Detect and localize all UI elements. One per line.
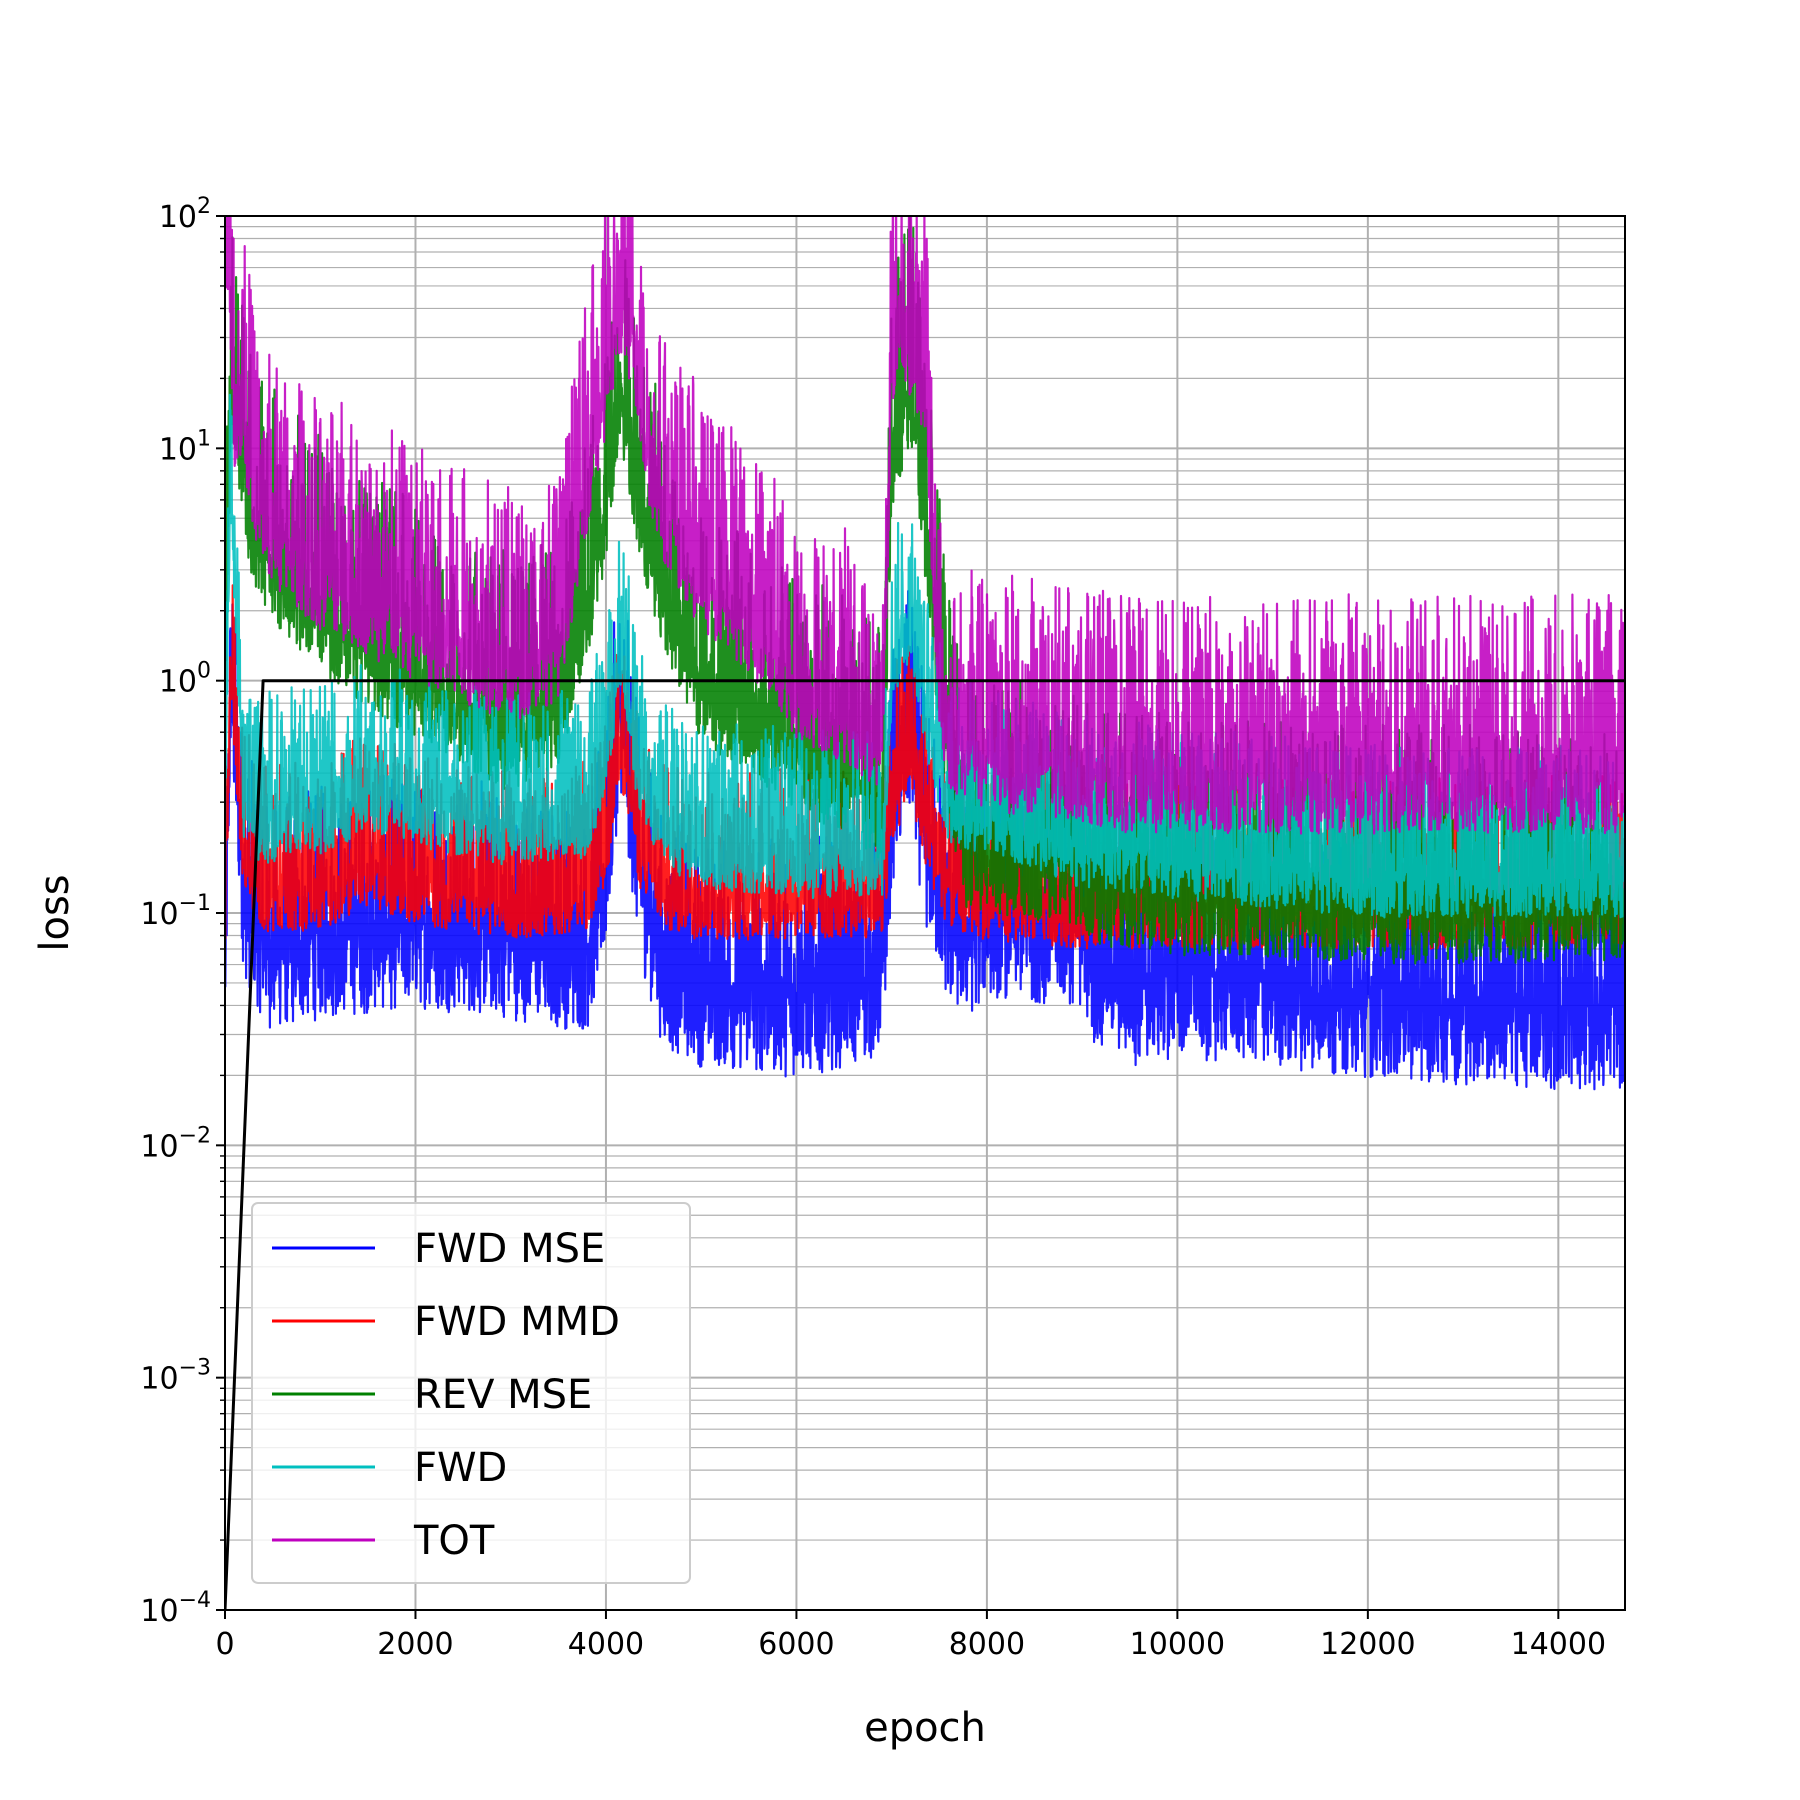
y-tick-label: 10−3 — [140, 1356, 211, 1397]
y-tick-label: 100 — [159, 659, 211, 700]
series-line-fwd — [225, 393, 1625, 919]
y-tick-labels: 10−4 10−3 10−2 10−1 100 101 102 — [140, 194, 211, 1629]
legend-label: TOT — [413, 1518, 495, 1564]
ticks — [216, 215, 1560, 1619]
x-tick-label: 0 — [215, 1627, 234, 1662]
x-tick-label: 6000 — [758, 1627, 834, 1662]
y-tick-label: 10−2 — [140, 1123, 211, 1164]
x-tick-label: 14000 — [1511, 1627, 1606, 1662]
series-line-tot — [225, 216, 1625, 835]
legend-label: FWD MMD — [414, 1299, 620, 1345]
x-tick-label: 2000 — [377, 1627, 453, 1662]
y-tick-label: 102 — [159, 194, 211, 235]
legend-label: REV MSE — [414, 1372, 592, 1418]
y-tick-label: 101 — [159, 426, 211, 467]
x-tick-label: 10000 — [1130, 1627, 1225, 1662]
x-tick-label: 12000 — [1320, 1627, 1415, 1662]
series-layer — [225, 216, 1625, 1610]
y-tick-label: 10−1 — [140, 891, 211, 932]
legend-label: FWD — [414, 1445, 507, 1491]
y-axis-title: loss — [32, 874, 78, 951]
legend-label: FWD MSE — [414, 1226, 605, 1272]
x-tick-label: 8000 — [949, 1627, 1025, 1662]
x-tick-label: 4000 — [568, 1627, 644, 1662]
x-tick-labels: 0 2000 4000 6000 8000 10000 12000 14000 — [215, 1627, 1606, 1662]
legend-box — [251, 1202, 691, 1584]
x-axis-title: epoch — [864, 1705, 986, 1751]
y-tick-label: 10−4 — [140, 1588, 211, 1629]
legend: FWD MSE FWD MMD REV MSE FWD TOT — [251, 1202, 691, 1584]
series-line-reference — [225, 679, 1625, 1610]
